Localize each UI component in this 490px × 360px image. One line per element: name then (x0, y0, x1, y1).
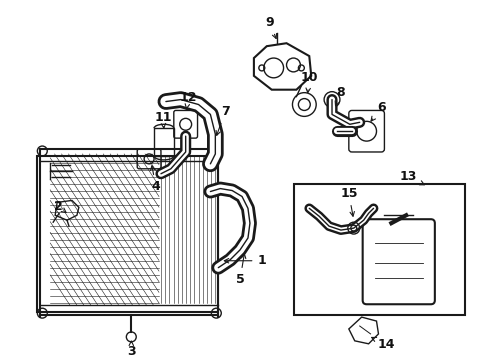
Text: 15: 15 (340, 187, 358, 216)
Text: 5: 5 (236, 254, 246, 286)
Text: 4: 4 (150, 166, 160, 193)
Text: 9: 9 (266, 16, 276, 39)
Text: 2: 2 (54, 200, 66, 213)
Text: 11: 11 (154, 111, 171, 128)
Text: 1: 1 (224, 254, 266, 267)
Bar (154, 128, 174, 156)
Bar (294, 184, 466, 315)
Text: 3: 3 (127, 341, 136, 358)
Text: 10: 10 (300, 71, 318, 93)
Text: 7: 7 (216, 105, 230, 135)
Text: 8: 8 (335, 86, 345, 106)
Text: 13: 13 (399, 170, 424, 185)
Text: 6: 6 (371, 101, 386, 121)
Text: 12: 12 (180, 91, 197, 109)
Text: 14: 14 (371, 337, 395, 351)
